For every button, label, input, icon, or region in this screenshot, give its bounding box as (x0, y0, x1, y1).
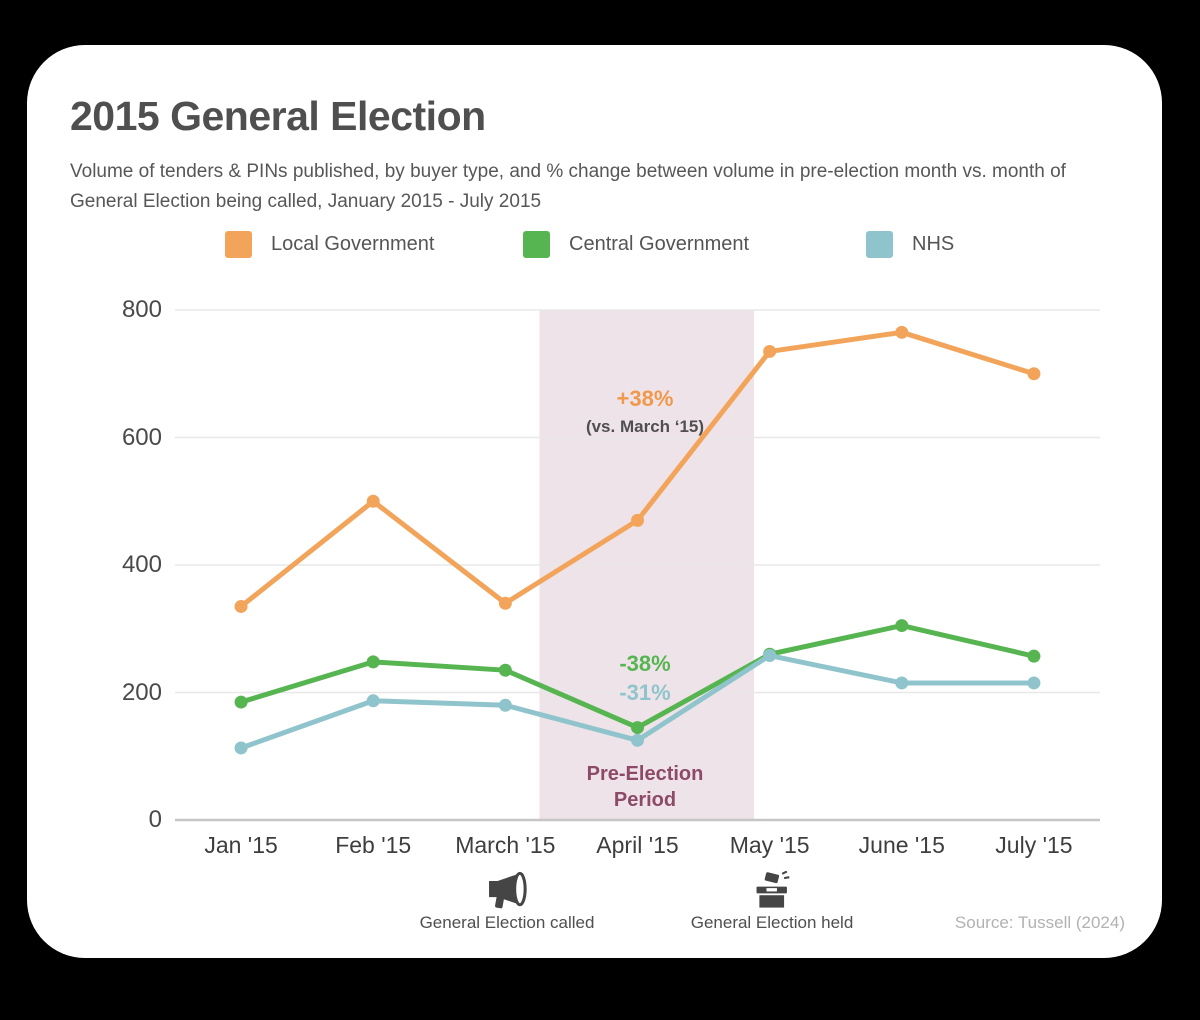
data-point (763, 649, 777, 663)
data-point (895, 676, 909, 690)
data-point (631, 733, 644, 747)
chart-subtitle: Volume of tenders & PINs published, by b… (70, 161, 1066, 212)
chart-card: 2015 General Election Volume of tenders … (27, 45, 1162, 958)
y-axis-tick-label: 400 (121, 551, 162, 578)
event-election-held-label: General Election held (690, 913, 854, 932)
chart-title: 2015 General Election (70, 93, 486, 139)
data-point (366, 494, 380, 508)
annotation-minus-38: -38% (619, 651, 671, 676)
legend-label: Local Government (271, 233, 435, 255)
x-axis-tick-label: May '15 (729, 832, 810, 858)
x-axis-tick-label: July '15 (995, 832, 1073, 858)
y-axis-tick-label: 600 (121, 423, 162, 451)
event-election-called: General Election called (419, 869, 595, 933)
ballot-box-icon (751, 869, 793, 909)
x-axis-tick-label: Jan '15 (204, 832, 278, 858)
data-point (366, 655, 380, 669)
data-point (234, 695, 248, 709)
pre-election-period-label: Pre-Election Period (586, 763, 704, 811)
legend-swatch (866, 231, 893, 258)
data-point (1027, 367, 1041, 381)
legend-swatch (225, 231, 252, 258)
data-point (498, 663, 512, 677)
annotation-vs-march: (vs. March ‘15) (585, 417, 705, 436)
legend-item-nhs: NHS (866, 231, 954, 258)
data-point (763, 344, 777, 358)
data-point (1027, 676, 1041, 690)
y-axis-tick-label: 200 (121, 678, 162, 706)
megaphone-icon (483, 869, 530, 909)
chart-svg (175, 309, 1100, 822)
data-point (234, 599, 248, 613)
legend-item-central-government: Central Government (523, 231, 749, 258)
event-election-called-label: General Election called (419, 913, 595, 932)
y-axis-tick-label: 0 (148, 806, 162, 833)
data-point (631, 721, 644, 735)
legend-swatch (523, 231, 550, 258)
annotation-plus-38: +38% (616, 386, 674, 411)
event-election-held: General Election held (690, 869, 854, 933)
data-point (498, 698, 512, 712)
x-axis-tick-label: March '15 (455, 832, 556, 858)
source-credit: Source: Tussell (2024) (954, 913, 1125, 932)
data-point (895, 325, 909, 339)
data-point (498, 596, 512, 610)
x-axis-tick-label: April '15 (596, 832, 679, 858)
data-point (895, 619, 909, 633)
legend-label: NHS (912, 233, 955, 255)
annotation-minus-31: -31% (619, 680, 671, 705)
legend-item-local-government: Local Government (225, 231, 434, 258)
data-point (366, 694, 380, 708)
data-point (631, 513, 644, 527)
data-point (234, 741, 248, 755)
x-axis-tick-label: Feb '15 (335, 832, 412, 858)
x-axis-tick-label: June '15 (858, 832, 945, 858)
data-point (1027, 649, 1041, 663)
y-axis-tick-label: 800 (121, 296, 162, 323)
legend-label: Central Government (569, 233, 750, 255)
